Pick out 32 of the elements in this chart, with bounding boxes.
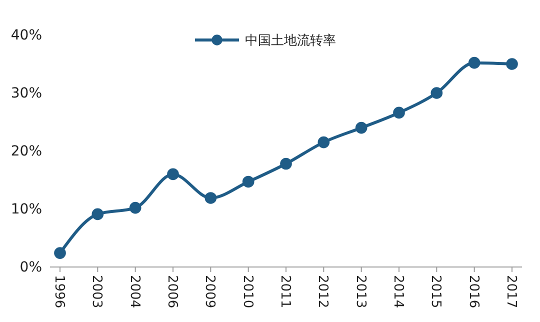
x-tick-label: 2016 — [466, 275, 481, 308]
x-tick-label: 2011 — [277, 275, 292, 308]
y-tick-label: 40% — [10, 27, 42, 44]
x-tick-label: 2012 — [315, 275, 330, 308]
y-tick-label: 30% — [10, 85, 42, 102]
x-tick-label: 2009 — [202, 275, 218, 308]
legend-label: 中国土地流转率 — [245, 32, 336, 49]
point — [129, 202, 142, 214]
x-tick-label: 2015 — [428, 275, 444, 308]
x-tick-label: 2006 — [164, 275, 180, 308]
x-tick-label: 2003 — [89, 275, 104, 308]
y-tick-label: 20% — [10, 143, 42, 160]
point — [393, 106, 405, 119]
point — [318, 136, 330, 148]
point — [54, 247, 66, 259]
point — [355, 122, 368, 134]
point — [92, 208, 104, 220]
x-tick-label: 2010 — [240, 275, 255, 308]
point — [167, 168, 179, 180]
x-tick-label: 1996 — [51, 275, 66, 308]
point — [430, 87, 443, 99]
point — [280, 158, 292, 170]
point — [506, 58, 518, 70]
y-tick-label: 10% — [10, 201, 42, 218]
point — [468, 56, 480, 69]
x-tick-label: 2004 — [126, 275, 142, 308]
point — [204, 192, 217, 204]
point — [242, 176, 254, 188]
x-tick-label: 2014 — [390, 275, 406, 308]
y-tick-label: 0% — [20, 259, 42, 276]
x-tick-label: 2013 — [352, 275, 368, 308]
x-tick-label: 2017 — [503, 275, 518, 308]
